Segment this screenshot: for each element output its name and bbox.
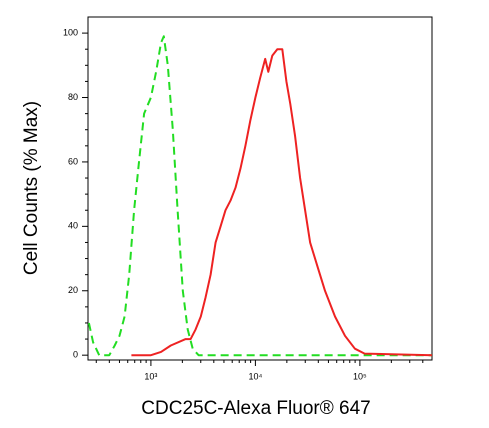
y-tick-label: 80 [68,92,78,102]
plot-frame [87,16,433,361]
y-axis-title: Cell Counts (% Max) [21,101,42,275]
series-line [131,48,433,357]
y-tick-label: 100 [63,27,78,37]
y-tick-label: 40 [68,221,78,231]
x-axis-title: CDC25C-Alexa Fluor® 647 [141,398,370,419]
x-tick-label: 10⁵ [353,371,367,381]
x-tick-label: 10³ [144,371,157,381]
x-tick-label: 10⁴ [248,371,262,381]
y-tick-label: 60 [68,156,78,166]
y-tick-label: 0 [73,350,78,360]
y-tick-label: 20 [68,285,78,295]
series-line [87,35,432,357]
